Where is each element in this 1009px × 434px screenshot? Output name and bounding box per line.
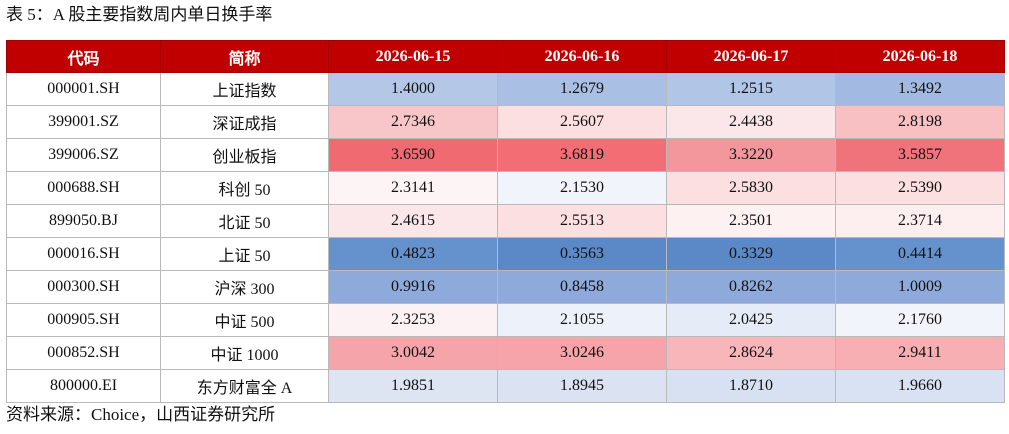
table-row: 000001.SH 上证指数 1.4000 1.2679 1.2515 1.3492	[6, 72, 1005, 106]
cell-code: 000016.SH	[6, 237, 161, 271]
cell-turnover: 2.7346	[328, 105, 498, 139]
header-row: 代码 简称 2026-06-15 2026-06-16 2026-06-17 2…	[6, 40, 1005, 73]
cell-code: 000688.SH	[6, 171, 161, 205]
cell-turnover: 0.3329	[666, 237, 836, 271]
cell-turnover: 1.2679	[497, 72, 667, 106]
cell-name: 中证 500	[160, 303, 329, 337]
cell-turnover: 3.6590	[328, 138, 498, 172]
cell-turnover: 2.0425	[666, 303, 836, 337]
cell-turnover: 0.4823	[328, 237, 498, 271]
source-note: 资料来源：Choice，山西证券研究所	[6, 405, 276, 424]
cell-turnover: 3.6819	[497, 138, 667, 172]
cell-name: 深证成指	[160, 105, 329, 139]
table-row: 800000.EI 东方财富全 A 1.9851 1.8945 1.8710 1.9660	[6, 369, 1005, 403]
cell-code: 899050.BJ	[6, 204, 161, 238]
cell-turnover: 1.4000	[328, 72, 498, 106]
cell-turnover: 2.8198	[835, 105, 1005, 139]
table-row: 399006.SZ 创业板指 3.6590 3.6819 3.3220 3.5857	[6, 138, 1005, 172]
turnover-table: 代码 简称 2026-06-15 2026-06-16 2026-06-17 2…	[6, 40, 1005, 403]
cell-code: 000905.SH	[6, 303, 161, 337]
cell-turnover: 0.8458	[497, 270, 667, 304]
cell-turnover: 2.3501	[666, 204, 836, 238]
header-date-4: 2026-06-18	[835, 40, 1005, 73]
cell-code: 000300.SH	[6, 270, 161, 304]
cell-turnover: 2.9411	[835, 336, 1005, 370]
cell-turnover: 0.9916	[328, 270, 498, 304]
cell-name: 创业板指	[160, 138, 329, 172]
cell-name: 东方财富全 A	[160, 369, 329, 403]
header-date-2: 2026-06-16	[497, 40, 667, 73]
cell-turnover: 1.8710	[666, 369, 836, 403]
table-row: 000905.SH 中证 500 2.3253 2.1055 2.0425 2.1760	[6, 303, 1005, 337]
cell-turnover: 2.5513	[497, 204, 667, 238]
cell-name: 沪深 300	[160, 270, 329, 304]
table-row: 000852.SH 中证 1000 3.0042 3.0246 2.8624 2.9411	[6, 336, 1005, 370]
cell-turnover: 2.3253	[328, 303, 498, 337]
cell-turnover: 0.3563	[497, 237, 667, 271]
cell-turnover: 2.1760	[835, 303, 1005, 337]
cell-name: 上证指数	[160, 72, 329, 106]
cell-turnover: 2.3141	[328, 171, 498, 205]
cell-turnover: 1.9851	[328, 369, 498, 403]
cell-turnover: 3.0246	[497, 336, 667, 370]
cell-name: 上证 50	[160, 237, 329, 271]
cell-name: 科创 50	[160, 171, 329, 205]
cell-code: 399006.SZ	[6, 138, 161, 172]
cell-code: 800000.EI	[6, 369, 161, 403]
cell-turnover: 2.4615	[328, 204, 498, 238]
cell-turnover: 0.4414	[835, 237, 1005, 271]
cell-turnover: 2.5607	[497, 105, 667, 139]
table-title: 表 5：A 股主要指数周内单日换手率	[6, 5, 273, 24]
cell-turnover: 2.4438	[666, 105, 836, 139]
cell-turnover: 1.8945	[497, 369, 667, 403]
cell-name: 北证 50	[160, 204, 329, 238]
header-name: 简称	[160, 40, 329, 73]
header-code: 代码	[6, 40, 161, 73]
cell-name: 中证 1000	[160, 336, 329, 370]
table-row: 399001.SZ 深证成指 2.7346 2.5607 2.4438 2.8198	[6, 105, 1005, 139]
cell-code: 399001.SZ	[6, 105, 161, 139]
header-date-3: 2026-06-17	[666, 40, 836, 73]
table-row: 000300.SH 沪深 300 0.9916 0.8458 0.8262 1.0009	[6, 270, 1005, 304]
cell-turnover: 2.1530	[497, 171, 667, 205]
cell-turnover: 1.0009	[835, 270, 1005, 304]
cell-turnover: 2.8624	[666, 336, 836, 370]
cell-turnover: 3.0042	[328, 336, 498, 370]
cell-turnover: 1.3492	[835, 72, 1005, 106]
cell-code: 000852.SH	[6, 336, 161, 370]
header-date-1: 2026-06-15	[328, 40, 498, 73]
table-row: 899050.BJ 北证 50 2.4615 2.5513 2.3501 2.3714	[6, 204, 1005, 238]
cell-turnover: 3.5857	[835, 138, 1005, 172]
cell-turnover: 1.2515	[666, 72, 836, 106]
cell-turnover: 2.1055	[497, 303, 667, 337]
table-row: 000016.SH 上证 50 0.4823 0.3563 0.3329 0.4414	[6, 237, 1005, 271]
cell-turnover: 2.3714	[835, 204, 1005, 238]
cell-turnover: 2.5390	[835, 171, 1005, 205]
table-row: 000688.SH 科创 50 2.3141 2.1530 2.5830 2.5390	[6, 171, 1005, 205]
cell-turnover: 2.5830	[666, 171, 836, 205]
cell-turnover: 1.9660	[835, 369, 1005, 403]
cell-turnover: 0.8262	[666, 270, 836, 304]
cell-code: 000001.SH	[6, 72, 161, 106]
cell-turnover: 3.3220	[666, 138, 836, 172]
